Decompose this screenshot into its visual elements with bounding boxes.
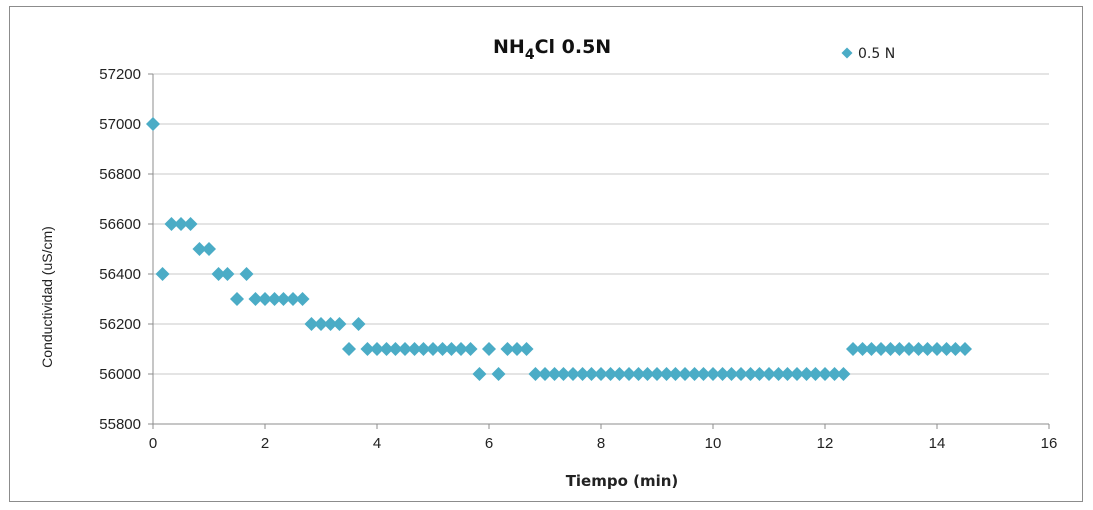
scatter-chart: 55800 56000 56200 56400 56600 56800 57000 57200… [10,7,1084,503]
x-tick-labels: 0 2 4 6 8 10 12 14 16 [149,435,1058,452]
chart-area: 55800 56000 56200 56400 56600 56800 57000 57200… [9,6,1083,502]
x-tick-label: 12 [817,435,834,452]
x-tick-label: 2 [261,435,269,452]
data-point [156,267,170,281]
y-axis-title: Conductividad (uS/cm) [39,226,55,368]
y-tick-labels: 55800 56000 56200 56400 56600 56800 57000 57200 [99,66,141,433]
data-point [296,292,310,306]
data-point [836,367,850,381]
data-point [958,342,972,356]
data-point [492,367,506,381]
data-point [184,217,198,231]
y-tick-label: 57200 [99,66,141,83]
data-point [332,317,346,331]
x-tick-label: 10 [705,435,722,452]
x-tick-label: 4 [373,435,381,452]
y-tick-label: 56200 [99,316,141,333]
data-points [146,117,972,381]
x-axis-title: Tiempo (min) [566,472,679,490]
legend-label: 0.5 N [858,46,895,62]
chart-title: NH4Cl 0.5N [493,36,611,63]
y-tick-label: 56600 [99,216,141,233]
data-point [146,117,160,131]
y-tick-label: 56400 [99,266,141,283]
data-point [352,317,366,331]
x-tick-label: 0 [149,435,157,452]
gridlines [153,74,1049,374]
x-tick-label: 16 [1041,435,1058,452]
data-point [202,242,216,256]
y-tick-label: 55800 [99,416,141,433]
data-point [472,367,486,381]
data-point [520,342,534,356]
y-tick-label: 56000 [99,366,141,383]
x-tick-label: 6 [485,435,493,452]
data-point [464,342,478,356]
legend: 0.5 N [842,46,896,62]
legend-marker-diamond [842,48,853,59]
y-tick-label: 57000 [99,116,141,133]
data-point [230,292,244,306]
y-tick-label: 56800 [99,166,141,183]
data-point [482,342,496,356]
data-point [240,267,254,281]
x-tick-label: 14 [929,435,946,452]
data-point [342,342,356,356]
data-point [220,267,234,281]
x-tick-label: 8 [597,435,605,452]
